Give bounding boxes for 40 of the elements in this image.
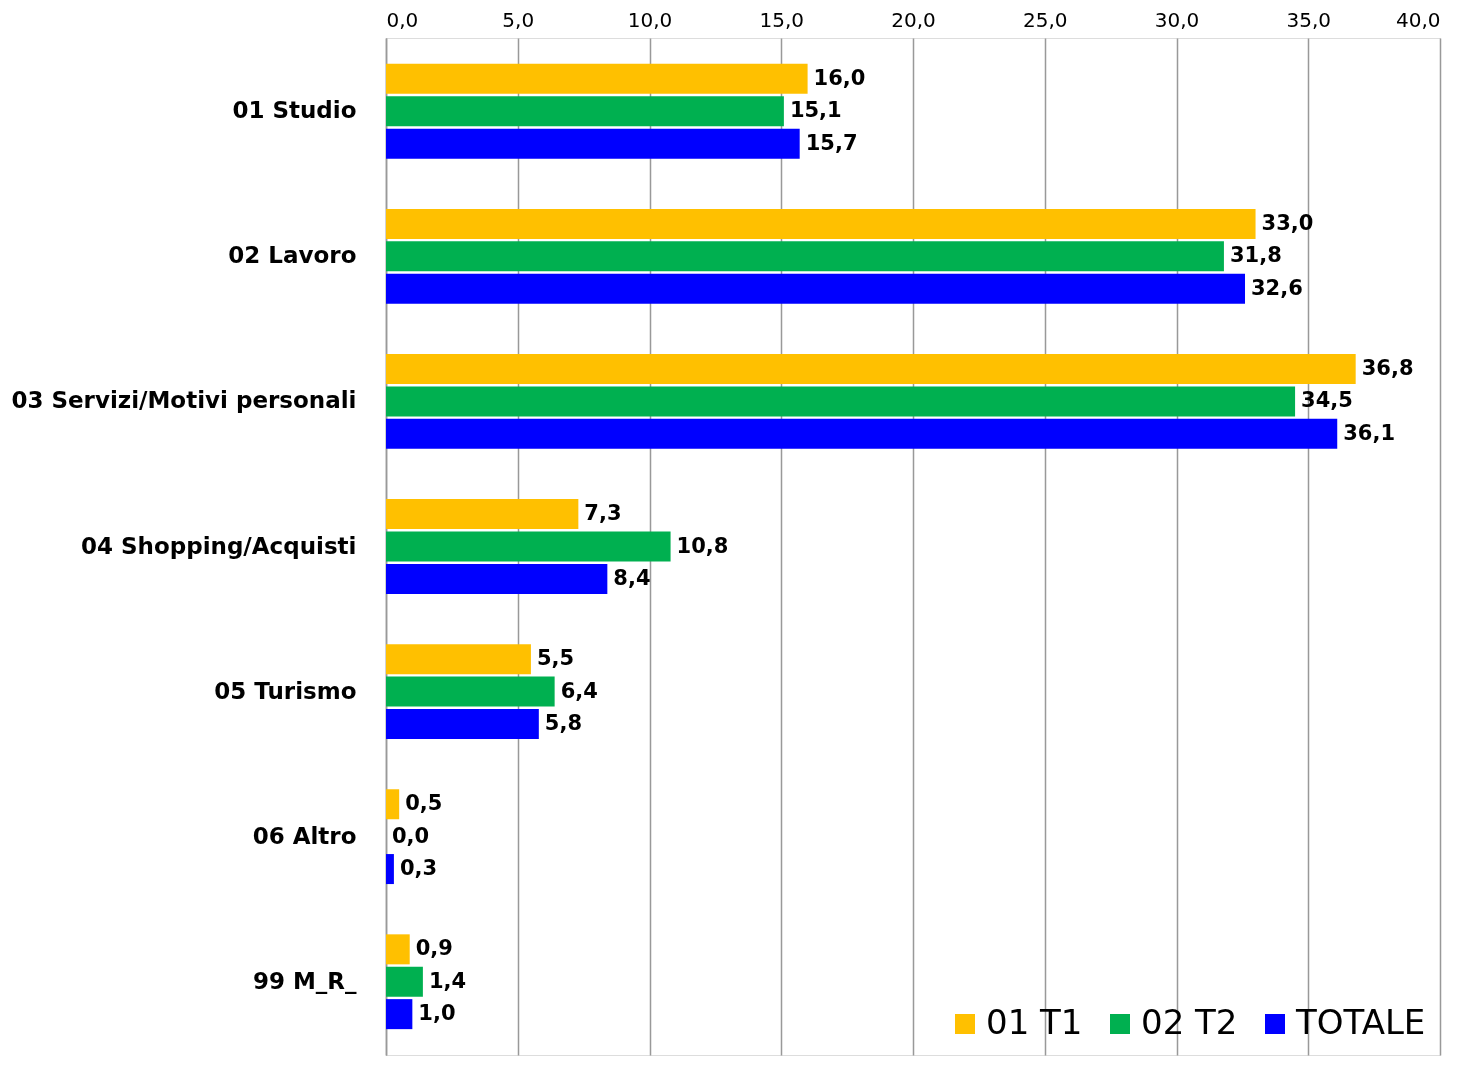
data-label: 7,3 <box>584 501 622 526</box>
x-tick-label: 10,0 <box>627 7 673 32</box>
y-tick-label: 05 Turismo <box>214 677 357 704</box>
data-label: 0,3 <box>399 856 438 881</box>
data-label: 1,4 <box>428 968 467 993</box>
data-label: 31,8 <box>1229 243 1282 268</box>
y-tick-label: 03 Servizi/Motivi personali <box>11 387 357 414</box>
x-tick-label: 5,0 <box>502 7 535 32</box>
x-tick-label: 25,0 <box>1022 7 1068 32</box>
y-tick-label: 02 Lavoro <box>228 242 357 269</box>
data-label: 16,0 <box>813 65 866 90</box>
data-label: 15,7 <box>805 130 858 155</box>
data-label: 10,8 <box>676 533 729 558</box>
data-label: 8,4 <box>613 565 651 590</box>
data-label: 36,8 <box>1361 356 1414 381</box>
x-tick-label: 20,0 <box>891 7 936 32</box>
legend-label: TOTALE <box>1295 1002 1426 1042</box>
x-tick-label: 0,0 <box>386 7 419 32</box>
x-tick-label: 30,0 <box>1154 7 1200 32</box>
y-tick-label: 01 Studio <box>232 97 357 124</box>
data-label: 0,0 <box>392 823 430 848</box>
legend-label: 02 T2 <box>1141 1002 1238 1042</box>
data-label: 36,1 <box>1343 420 1396 445</box>
y-tick-label: 06 Altro <box>252 822 357 849</box>
x-tick-label: 40,0 <box>1395 7 1441 32</box>
data-label: 5,5 <box>536 646 575 671</box>
legend-label: 01 T1 <box>986 1002 1083 1042</box>
data-label: 32,6 <box>1251 275 1303 300</box>
data-label: 34,5 <box>1301 388 1353 413</box>
data-label: 0,5 <box>405 791 443 816</box>
x-tick-label: 35,0 <box>1286 7 1332 32</box>
data-label: 0,9 <box>415 936 453 961</box>
data-label: 1,0 <box>418 1001 456 1026</box>
y-tick-label: 99 M_R_ <box>252 967 357 994</box>
data-label: 5,8 <box>544 710 583 735</box>
data-label: 6,4 <box>560 678 598 703</box>
y-tick-label: 04 Shopping/Acquisti <box>80 532 357 559</box>
x-tick-label: 15,0 <box>759 7 805 32</box>
data-label: 33,0 <box>1261 210 1314 235</box>
data-label: 15,1 <box>789 98 842 123</box>
